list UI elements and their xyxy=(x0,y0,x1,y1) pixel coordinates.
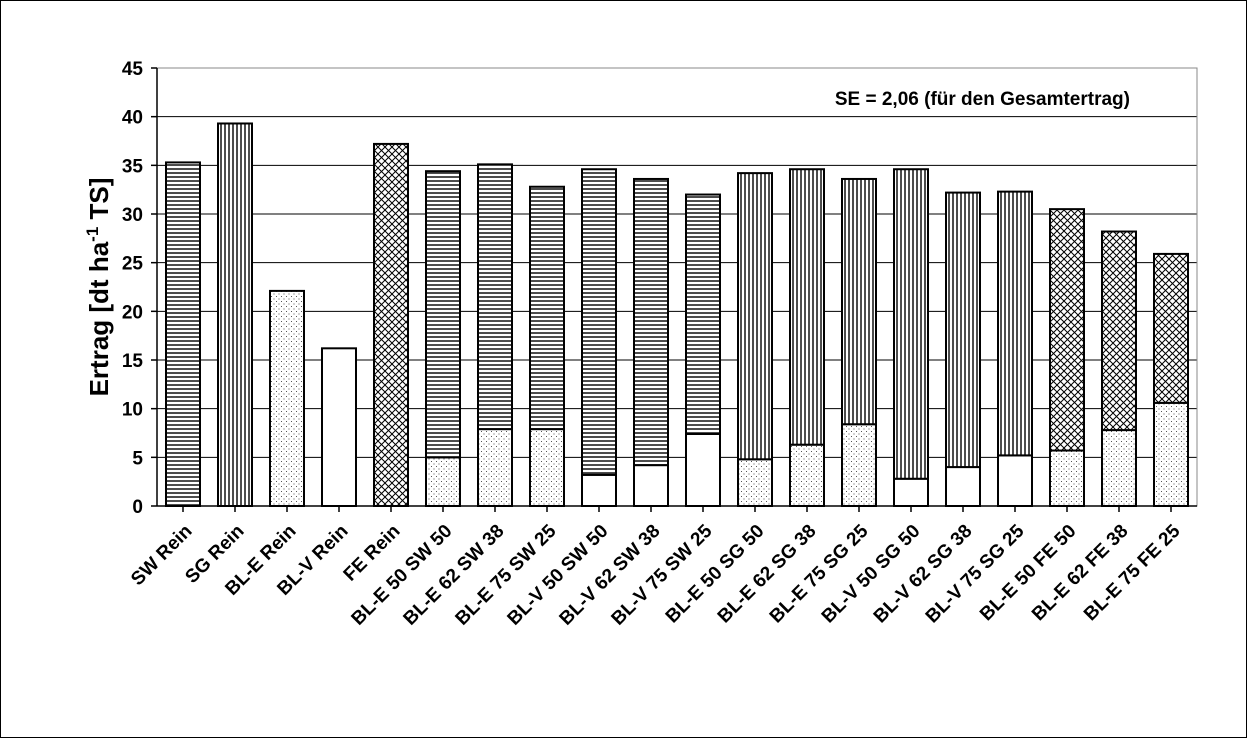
bar-16-segment-2 xyxy=(945,191,981,469)
bar-18-segment-2 xyxy=(1049,208,1085,452)
y-tick-label-20: 20 xyxy=(122,302,143,323)
axes xyxy=(151,67,1198,512)
bar-17-segment-2 xyxy=(997,190,1033,457)
y-tick-label-25: 25 xyxy=(122,254,144,275)
gridlines xyxy=(157,67,1197,458)
y-axis-label-tail: TS] xyxy=(84,178,114,227)
bar-12-segment-1 xyxy=(737,458,773,507)
bar-14-segment-1 xyxy=(841,423,877,507)
bar-4-segment-1 xyxy=(321,347,357,507)
bar-6-segment-1 xyxy=(425,456,461,508)
bar-19-segment-2 xyxy=(1101,230,1137,432)
y-tick-label-40: 40 xyxy=(122,108,143,129)
x-tick-label-20: BL-E 75 FE 25 xyxy=(1080,520,1185,625)
bar-10-segment-1 xyxy=(633,464,669,507)
bar-6-segment-2 xyxy=(425,170,461,459)
bar-3-segment-1 xyxy=(269,289,305,508)
bar-20-segment-1 xyxy=(1153,401,1189,507)
bar-14-segment-2 xyxy=(841,177,877,426)
bar-7-segment-2 xyxy=(477,163,513,431)
y-tick-label-35: 35 xyxy=(122,156,144,177)
bar-20-segment-2 xyxy=(1153,252,1189,404)
y-tick-labels: 0 5 10 15 20 25 30 35 40 45 xyxy=(122,59,144,518)
bar-17-segment-1 xyxy=(997,454,1033,507)
bar-18-segment-1 xyxy=(1049,449,1085,507)
bar-9-segment-2 xyxy=(581,168,617,476)
bar-11-segment-2 xyxy=(685,193,721,435)
bar-19-segment-1 xyxy=(1101,429,1137,507)
y-tick-label-5: 5 xyxy=(132,448,143,469)
bar-9-segment-1 xyxy=(581,473,617,507)
y-tick-label-15: 15 xyxy=(122,351,144,372)
y-axis-label-sup: -1 xyxy=(83,227,102,242)
y-tick-label-0: 0 xyxy=(132,497,143,518)
bar-8-segment-1 xyxy=(529,428,565,507)
bar-13-segment-1 xyxy=(789,443,825,507)
bar-15-segment-2 xyxy=(893,168,929,480)
bar-8-segment-2 xyxy=(529,185,565,431)
y-tick-label-30: 30 xyxy=(122,205,143,226)
bars-group xyxy=(165,122,1189,508)
bar-1-segment-1 xyxy=(165,161,201,507)
bar-2-segment-1 xyxy=(217,122,253,507)
bar-11-segment-1 xyxy=(685,432,721,507)
y-axis-label: Ertrag [dt ha-1 TS] xyxy=(83,178,114,397)
bar-7-segment-1 xyxy=(477,428,513,507)
plot-border xyxy=(156,67,1198,507)
bar-16-segment-1 xyxy=(945,466,981,508)
bar-15-segment-1 xyxy=(893,477,929,508)
bar-10-segment-2 xyxy=(633,177,669,467)
bar-13-segment-2 xyxy=(789,168,825,446)
y-axis-label-main: Ertrag [dt ha xyxy=(84,241,114,396)
bar-12-segment-2 xyxy=(737,172,773,461)
y-tick-label-10: 10 xyxy=(122,400,143,421)
bar-5-segment-1 xyxy=(373,142,409,507)
y-tick-label-45: 45 xyxy=(122,59,144,80)
x-tick-label-1: SW Rein xyxy=(127,521,196,590)
se-annotation: SE = 2,06 (für den Gesamtertrag) xyxy=(835,89,1130,110)
